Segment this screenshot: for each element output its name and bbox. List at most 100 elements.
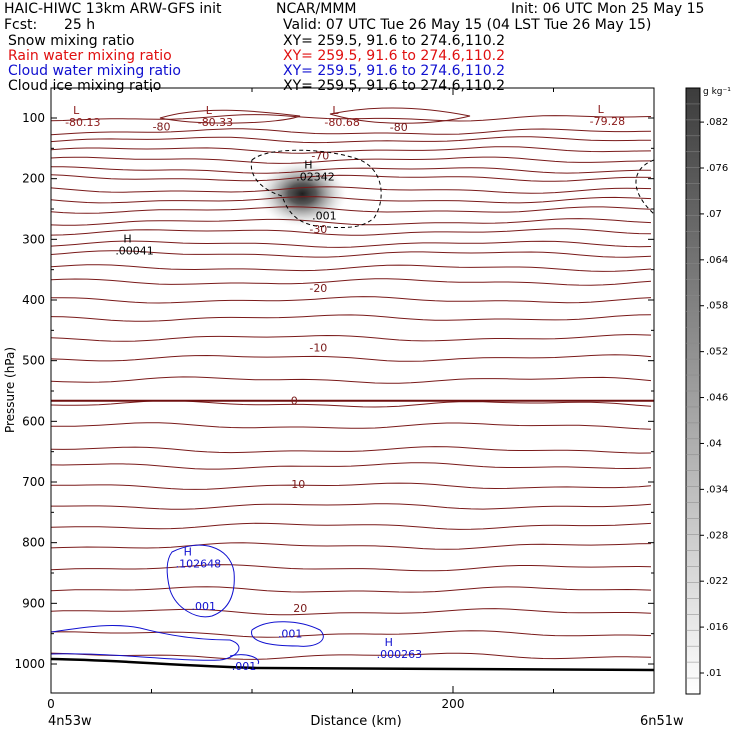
temperature-contour [51, 136, 651, 144]
temperature-contour [51, 206, 652, 214]
temperature-contour [51, 608, 652, 616]
temperature-contour [51, 522, 652, 530]
extremum-value-label: .02342 [296, 171, 335, 184]
field-xy-cloud-ice: XY= 259.5, 91.6 to 274.6,110.2 [283, 78, 506, 94]
temperature-contour [51, 462, 652, 470]
temperature-contour-label: -80 [153, 120, 171, 133]
field-name-cloud-ice: Cloud ice mixing ratio [8, 78, 162, 94]
header-init: Init: 06 UTC Mon 25 May 15 [511, 1, 705, 17]
temperature-contour [51, 314, 652, 322]
header-valid: Valid: 07 UTC Tue 26 May 15 (04 LST Tue … [283, 17, 652, 33]
temperature-contour [51, 228, 652, 236]
temperature-contour-label: -20 [309, 282, 327, 295]
extremum-kind-label: L [73, 104, 80, 117]
y-tick-label: 600 [22, 414, 45, 428]
temperature-contour [51, 186, 652, 194]
temperature-contour [51, 503, 652, 510]
temperature-contour [51, 630, 652, 638]
temperature-contour [51, 586, 652, 593]
field-xy-cloud-water: XY= 259.5, 91.6 to 274.6,110.2 [283, 63, 506, 79]
temperature-contour-label: 10 [291, 478, 305, 491]
temperature-contour [51, 652, 652, 660]
y-axis-label: Pressure (hPa) [3, 347, 17, 433]
snow-ratio-contour [250, 149, 382, 229]
colorbar-tick-label: .07 [706, 209, 722, 220]
colorbar-tick-label: .01 [706, 668, 722, 679]
temperature-contour-label: 0 [291, 395, 298, 408]
colorbar-tick-label: .082 [706, 117, 728, 128]
temperature-contour [51, 250, 652, 258]
moisture-contour-label: .001 [278, 628, 303, 641]
temperature-contour-label: -80 [390, 121, 408, 134]
temperature-contour [51, 278, 652, 286]
colorbar: .01 .016 .022 .028 .034 .04 .046 .052 .058 .064 .0… [685, 87, 728, 695]
left-endpoint-label: 4n53w [48, 714, 92, 729]
colorbar-tick-label: .058 [706, 301, 728, 312]
right-endpoint-label: 6n51w [640, 714, 684, 729]
x-axis: 0 200 [47, 88, 554, 711]
cloud-water-contour [251, 621, 324, 647]
colorbar-tick-label: .046 [706, 393, 728, 404]
extremum-value-label: -80.33 [198, 116, 233, 129]
temperature-contour [51, 334, 652, 342]
moisture-contour-label: .001 [312, 210, 337, 223]
header-org: NCAR/MMM [276, 1, 357, 17]
extremum-kind-label: H [123, 233, 131, 246]
y-tick-label: 1000 [14, 657, 45, 671]
colorbar-tick-label: .04 [706, 438, 722, 449]
y-tick-label: 800 [22, 536, 45, 550]
field-xy-snow: XY= 259.5, 91.6 to 274.6,110.2 [283, 33, 506, 49]
extremum-kind-label: L [332, 104, 339, 117]
header-fcst-label: Fcst: [4, 17, 38, 33]
surface-pressure-line [51, 657, 654, 672]
extremum-kind-label: L [598, 103, 605, 116]
temperature-contour [51, 218, 652, 226]
cloud-water-contour [229, 654, 260, 665]
moisture-contour-label: .001 [232, 660, 257, 673]
temperature-contour [51, 482, 652, 490]
colorbar-tick-label: .052 [706, 347, 728, 358]
header-model: HAIC-HIWC 13km ARW-GFS init [4, 1, 222, 17]
colorbar-tick-label: .064 [706, 255, 728, 266]
field-name-snow: Snow mixing ratio [8, 33, 135, 49]
field-xy-rain: XY= 259.5, 91.6 to 274.6,110.2 [283, 48, 506, 64]
temperature-contour-label: 20 [293, 602, 307, 615]
temperature-contour [51, 564, 652, 572]
temperature-contour [51, 446, 652, 454]
moisture-contour-label: .001 [192, 600, 217, 613]
field-name-cloud-water: Cloud water mixing ratio [8, 63, 181, 79]
temperature-contour [51, 542, 652, 550]
temperature-contour [51, 240, 652, 248]
extremum-kind-label: H [385, 636, 393, 649]
temperature-contour [51, 376, 652, 384]
extremum-value-label: -80.13 [65, 116, 100, 129]
extremum-value-label: .000263 [377, 648, 423, 661]
temperature-contour-label: -10 [309, 341, 327, 354]
temperature-contour [51, 128, 652, 136]
temperature-contour [51, 166, 651, 174]
temperature-contour [51, 422, 652, 430]
colorbar-tick-label: .034 [706, 484, 728, 495]
y-tick-label: 700 [22, 475, 45, 489]
temperature-contour [51, 156, 652, 164]
extremum-value-label: .102648 [176, 558, 222, 571]
temperature-contour [51, 354, 652, 362]
y-tick-label: 400 [22, 293, 45, 307]
extremum-kind-label: H [304, 159, 312, 172]
temperature-contour [51, 264, 652, 272]
snow-shading [256, 159, 349, 228]
temperature-contour [51, 296, 652, 304]
cloud-water-contour [51, 624, 240, 661]
extremum-value-label: -79.28 [590, 115, 625, 128]
x-tick-label: 0 [47, 697, 55, 711]
y-tick-label: 100 [22, 111, 45, 125]
extremum-kind-label: L [206, 104, 213, 117]
temperature-contour-closed [329, 107, 471, 124]
y-tick-label: 300 [22, 232, 45, 246]
x-tick-label: 200 [442, 697, 465, 711]
extremum-value-label: .00041 [115, 245, 154, 258]
header-fcst-value: 25 h [64, 17, 96, 33]
field-name-rain: Rain water mixing ratio [8, 48, 172, 64]
